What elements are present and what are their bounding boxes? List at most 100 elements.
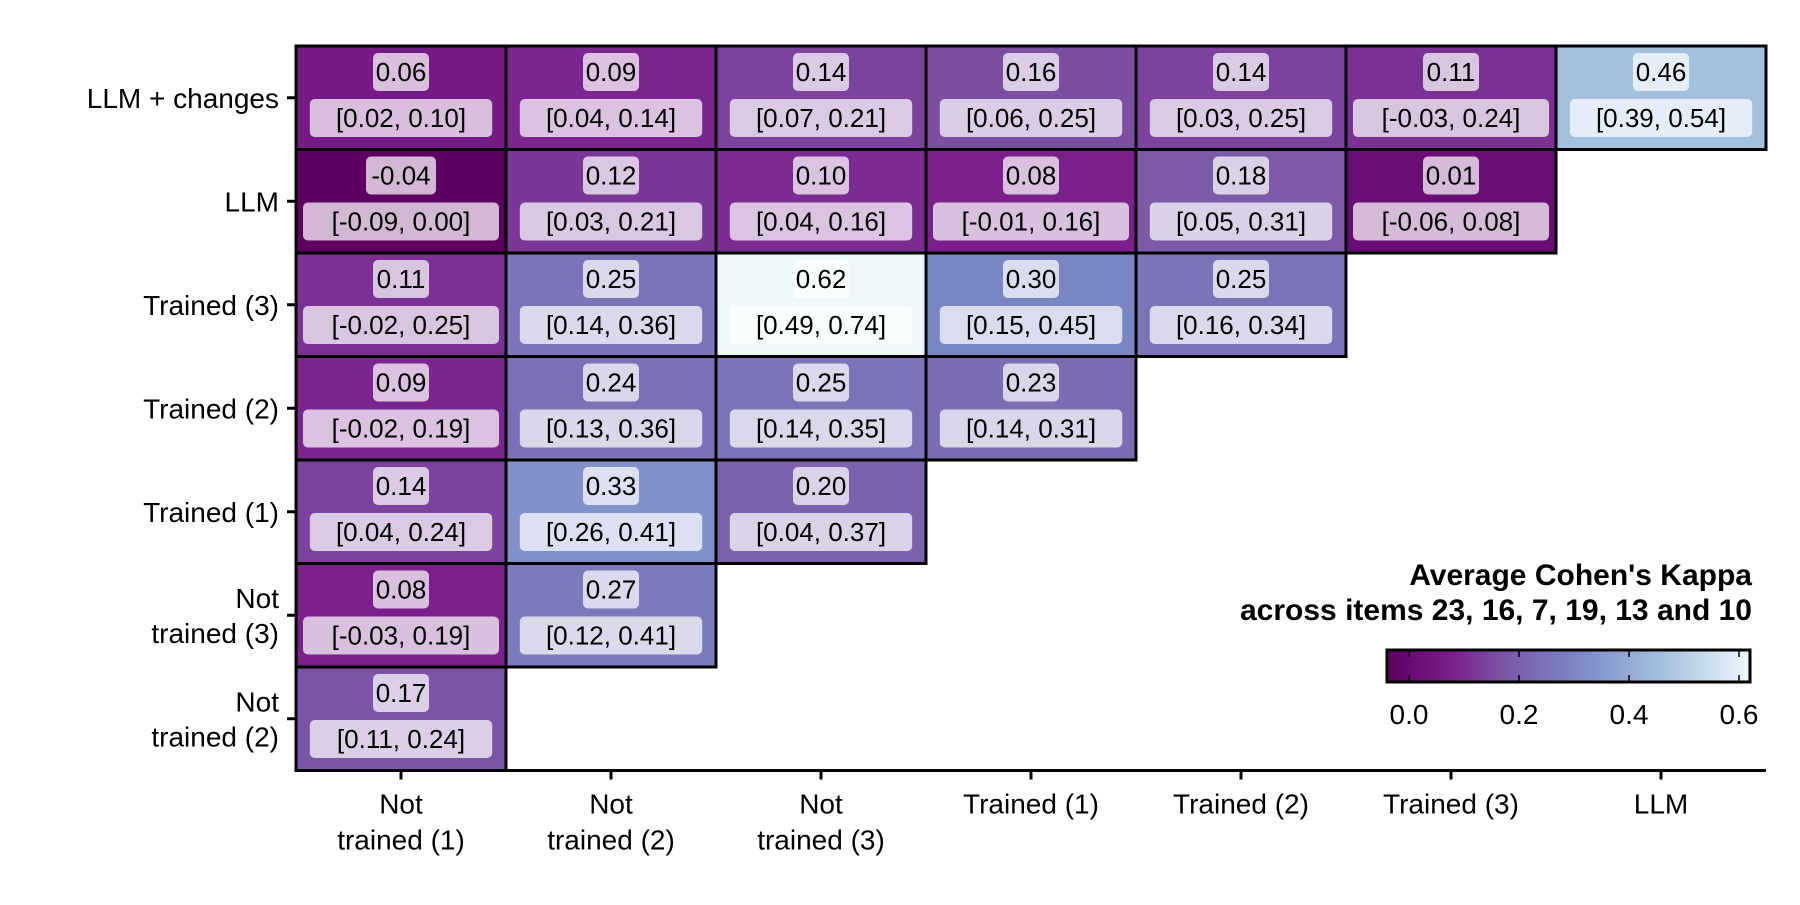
y-tick-label: LLM <box>225 186 279 217</box>
legend-gradient-bar <box>1387 650 1750 682</box>
ci-label: [0.03, 0.25] <box>1176 103 1306 133</box>
value-label-box <box>793 363 849 402</box>
heatmap-cell: 0.09 [0.04, 0.14] <box>504 44 718 151</box>
ci-label: [0.26, 0.41] <box>546 517 676 547</box>
value-label-box <box>1213 53 1269 91</box>
heatmap-cell: 0.08 [-0.01, 0.16] <box>924 148 1138 255</box>
value-label-box <box>373 363 429 402</box>
ci-label: [0.14, 0.35] <box>756 414 886 444</box>
heatmap-cell: 0.14 [0.07, 0.21] <box>714 44 928 151</box>
heatmap-cell: -0.04 [-0.09, 0.00] <box>294 148 508 255</box>
legend-colorbar: 0.0 0.2 0.4 0.6 <box>1385 648 1758 730</box>
value-label: -0.04 <box>371 161 430 191</box>
legend-tick-label: 0.4 <box>1610 699 1649 730</box>
heatmap-cell: 0.25 [0.14, 0.36] <box>504 251 718 358</box>
y-tick-label: Not trained (2) <box>151 686 279 752</box>
ci-label-box <box>303 409 499 448</box>
ci-label: [0.12, 0.41] <box>546 621 676 651</box>
heatmap-cell: 0.01 [-0.06, 0.08] <box>1344 148 1558 255</box>
value-label-box <box>1003 53 1059 91</box>
y-tick-label: Not trained (3) <box>151 583 279 649</box>
value-label-box <box>1213 156 1269 195</box>
ci-label: [0.14, 0.36] <box>546 310 676 340</box>
ci-label-box <box>939 409 1123 448</box>
ci-label-box <box>303 202 499 241</box>
ci-label: [0.15, 0.45] <box>966 310 1096 340</box>
value-label-box <box>793 260 849 298</box>
ci-label-box <box>303 306 499 344</box>
x-tick-label: Trained (3) <box>1383 789 1519 820</box>
ci-label-box <box>1149 202 1333 241</box>
heatmap-cell: 0.17 [0.11, 0.24] <box>294 665 508 772</box>
value-label-box <box>793 156 849 195</box>
ci-label-box <box>729 306 913 344</box>
ci-label-box <box>1353 202 1549 241</box>
value-label: 0.18 <box>1216 161 1267 191</box>
value-label: 0.20 <box>796 471 847 501</box>
heatmap-cell: 0.62 [0.49, 0.74] <box>714 251 928 358</box>
ci-label-box <box>933 202 1129 241</box>
ci-label: [-0.06, 0.08] <box>1382 207 1521 237</box>
heatmap-cell: 0.08 [-0.03, 0.19] <box>294 562 508 669</box>
y-tick-label: Trained (1) <box>143 497 279 528</box>
ci-label: [0.16, 0.34] <box>1176 310 1306 340</box>
cells-layer: 0.06 [0.02, 0.10] 0.09 [0.04, 0.14] 0.14 [0.0… <box>294 44 1768 772</box>
ci-label-box <box>729 409 913 448</box>
ci-label: [-0.03, 0.24] <box>1382 103 1521 133</box>
value-label: 0.01 <box>1426 161 1477 191</box>
value-label: 0.14 <box>796 57 847 87</box>
ci-label-box <box>519 99 703 137</box>
ci-label: [0.04, 0.14] <box>546 103 676 133</box>
ci-label-box <box>309 513 493 551</box>
value-label-box <box>583 53 639 91</box>
heatmap-cell: 0.23 [0.14, 0.31] <box>924 355 1138 462</box>
heatmap-cell: 0.12 [0.03, 0.21] <box>504 148 718 255</box>
value-label: 0.08 <box>376 575 427 605</box>
ci-label-box <box>1149 306 1333 344</box>
heatmap-cell: 0.10 [0.04, 0.16] <box>714 148 928 255</box>
value-label: 0.09 <box>586 57 637 87</box>
ci-label-box <box>939 99 1123 137</box>
value-label: 0.10 <box>796 161 847 191</box>
value-label: 0.17 <box>376 678 427 708</box>
value-label-box <box>1633 53 1689 91</box>
heatmap-cell: 0.06 [0.02, 0.10] <box>294 44 508 151</box>
ci-label-box <box>309 720 493 758</box>
value-label-box <box>373 53 429 91</box>
ci-label-box <box>1149 99 1333 137</box>
ci-label: [0.14, 0.31] <box>966 414 1096 444</box>
value-label-box <box>793 467 849 505</box>
ci-label: [0.11, 0.24] <box>337 724 465 754</box>
ci-label: [0.39, 0.54] <box>1596 103 1726 133</box>
ci-label: [-0.02, 0.25] <box>332 310 471 340</box>
value-label-box <box>583 363 639 402</box>
heatmap-cell: 0.27 [0.12, 0.41] <box>504 562 718 669</box>
ci-label-box <box>939 306 1123 344</box>
value-label-box <box>1003 363 1059 402</box>
x-tick-label: Trained (2) <box>1173 789 1309 820</box>
value-label-box <box>583 467 639 505</box>
ci-label: [0.06, 0.25] <box>966 103 1096 133</box>
value-label-box <box>1003 156 1059 195</box>
value-label: 0.06 <box>376 57 427 87</box>
value-label: 0.14 <box>376 471 427 501</box>
heatmap-cell: 0.11 [-0.02, 0.25] <box>294 251 508 358</box>
ci-label-box <box>1353 99 1549 137</box>
legend-title-line2: across items 23, 16, 7, 19, 13 and 10 <box>1240 594 1752 627</box>
value-label: 0.16 <box>1006 57 1057 87</box>
heatmap-cell: 0.24 [0.13, 0.36] <box>504 355 718 462</box>
heatmap-cell: 0.30 [0.15, 0.45] <box>924 251 1138 358</box>
ci-label: [0.04, 0.24] <box>336 517 466 547</box>
value-label: 0.30 <box>1006 264 1057 294</box>
ci-label: [0.04, 0.37] <box>756 517 886 547</box>
y-tick-label: LLM + changes <box>87 83 279 114</box>
value-label-box <box>373 260 429 298</box>
value-label-box <box>1003 260 1059 298</box>
ci-label: [0.07, 0.21] <box>756 103 886 133</box>
value-label-box <box>373 467 429 505</box>
heatmap-cell: 0.46 [0.39, 0.54] <box>1554 44 1768 151</box>
heatmap-cell: 0.09 [-0.02, 0.19] <box>294 355 508 462</box>
value-label-box <box>1423 53 1479 91</box>
ci-label-box <box>519 513 703 551</box>
